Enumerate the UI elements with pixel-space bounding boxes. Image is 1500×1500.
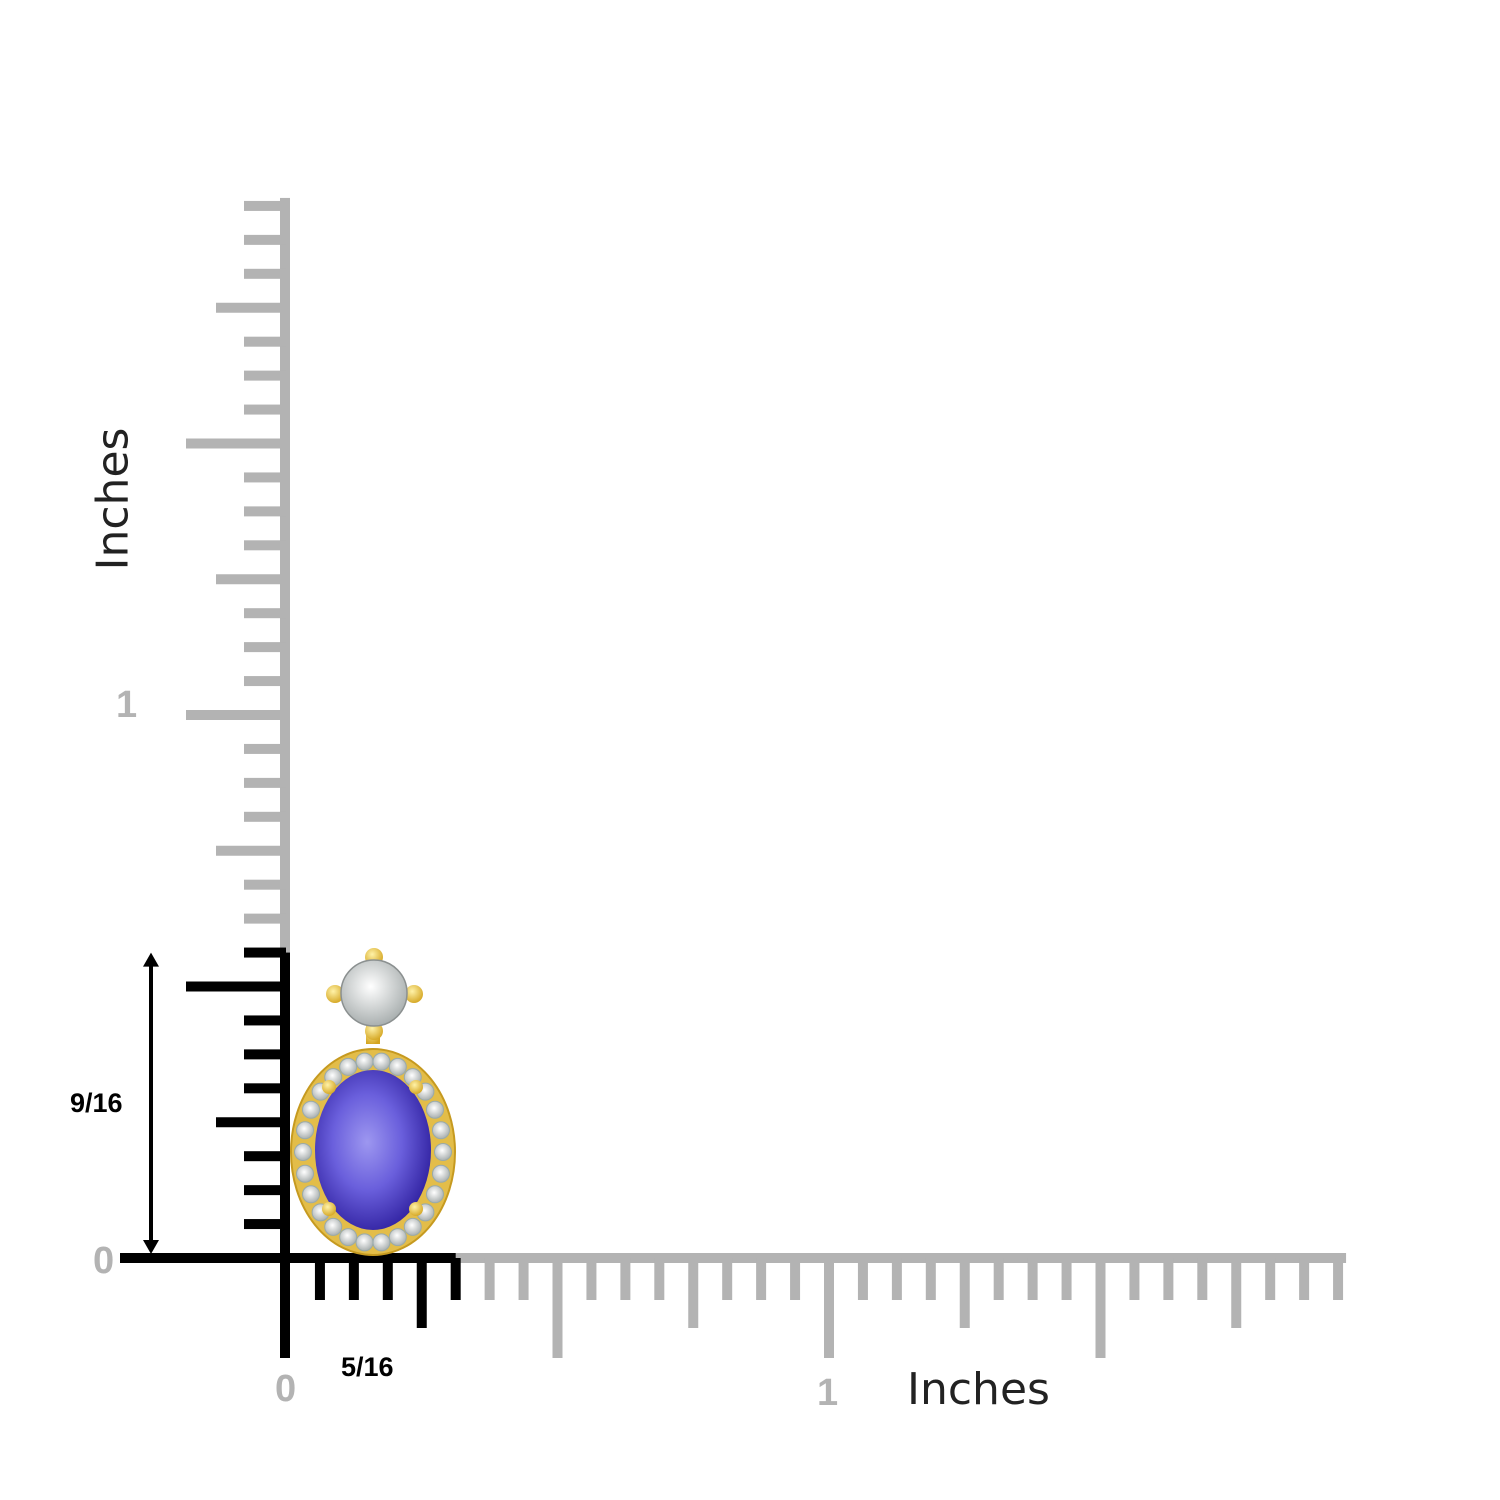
horizontal-ruler-tick	[348, 1258, 359, 1300]
vertical-ruler-tick	[186, 710, 286, 720]
horizontal-ruler-tick	[314, 1258, 325, 1300]
horizontal-ruler-tick	[1231, 1258, 1242, 1328]
halo-diamond	[434, 1143, 452, 1161]
vertical-ruler-tick	[244, 540, 286, 551]
zero-baseline	[120, 1253, 286, 1263]
halo-diamond	[388, 1057, 407, 1076]
horizontal-ruler-tick	[484, 1258, 495, 1300]
vertical-ruler-tick	[216, 302, 286, 313]
vertical-ruler-tick	[244, 777, 286, 788]
horizontal-ruler-tick	[1163, 1258, 1174, 1300]
horizontal-ruler-spine-highlight	[286, 1253, 458, 1263]
vertical-ruler-tick	[216, 845, 286, 856]
vertical-tick-label-1: 1	[116, 684, 138, 726]
horizontal-ruler-tick	[790, 1258, 801, 1300]
halo-diamond	[372, 1052, 391, 1071]
horizontal-ruler-tick	[993, 1258, 1004, 1300]
vertical-ruler-tick	[244, 1083, 286, 1094]
vertical-ruler-tick	[244, 200, 286, 211]
vertical-ruler-tick	[244, 472, 286, 483]
vertical-ruler-tick	[244, 404, 286, 415]
halo-diamond	[294, 1143, 312, 1161]
halo-diamond	[403, 1217, 422, 1236]
vertical-ruler-tick	[244, 370, 286, 381]
top-diamond	[326, 948, 423, 1044]
horizontal-ruler-tick	[586, 1258, 597, 1300]
horizontal-ruler-tick	[382, 1258, 393, 1300]
vertical-ruler-tick	[244, 1049, 286, 1060]
vertical-ruler-tick	[244, 811, 286, 822]
vertical-ruler-tick	[244, 947, 286, 958]
vertical-ruler-tick	[186, 981, 286, 992]
horizontal-ruler-tick	[1197, 1258, 1208, 1300]
vertical-ruler-tick	[244, 1015, 286, 1026]
horizontal-ruler-tick	[1129, 1258, 1140, 1300]
height-dimension-label: 9/16	[70, 1088, 123, 1118]
height-dimension-arrow	[149, 962, 153, 1248]
halo-diamond	[302, 1100, 321, 1119]
vertical-ruler-tick	[244, 268, 286, 279]
horizontal-ruler-tick	[857, 1258, 868, 1300]
vertical-ruler-tick	[244, 1185, 286, 1196]
horizontal-ruler-tick	[925, 1258, 936, 1300]
vertical-axis-title: Inches	[87, 427, 139, 571]
horizontal-ruler-tick	[1027, 1258, 1038, 1300]
halo-diamond	[324, 1217, 343, 1236]
vertical-ruler-tick	[244, 913, 286, 924]
horizontal-ruler-tick	[1299, 1258, 1310, 1300]
horizontal-ruler-tick	[688, 1258, 699, 1328]
halo-diamond	[431, 1121, 450, 1140]
halo-diamond	[425, 1185, 444, 1204]
vertical-ruler-tick	[244, 336, 286, 347]
vertical-ruler-tick	[244, 506, 286, 517]
vertical-ruler-tick	[216, 1117, 286, 1128]
halo-diamond	[431, 1164, 450, 1183]
horizontal-ruler-tick	[450, 1258, 461, 1300]
horizontal-ruler-tick	[1061, 1258, 1072, 1300]
horizontal-ruler-tick	[756, 1258, 767, 1300]
vertical-ruler-tick	[244, 642, 286, 653]
halo-diamond	[296, 1121, 315, 1140]
horizontal-ruler-tick	[959, 1258, 970, 1328]
vertical-ruler-tick	[244, 676, 286, 687]
horizontal-ruler-tick	[824, 1258, 834, 1358]
halo-diamond	[355, 1052, 374, 1071]
vertical-ruler-tick	[186, 438, 286, 449]
horizontal-ruler-tick	[891, 1258, 902, 1300]
halo-diamond	[302, 1185, 321, 1204]
horizontal-ruler-tick	[416, 1258, 427, 1328]
tanzanite-center-stone	[315, 1070, 431, 1230]
vertical-ruler-tick	[244, 743, 286, 754]
vertical-ruler-tick	[244, 1219, 286, 1230]
vertical-ruler-tick	[244, 1151, 286, 1162]
vertical-ruler-tick	[244, 879, 286, 890]
horizontal-ruler-tick	[518, 1258, 529, 1300]
halo-diamond	[296, 1164, 315, 1183]
horizontal-tick-label-0: 0	[275, 1368, 297, 1410]
vertical-ruler-tick	[244, 234, 286, 245]
halo-diamond	[339, 1228, 358, 1247]
horizontal-ruler-tick	[552, 1258, 563, 1358]
horizontal-ruler-tick	[1333, 1258, 1344, 1300]
halo-diamond	[388, 1228, 407, 1247]
horizontal-ruler-tick	[1265, 1258, 1276, 1300]
vertical-ruler-tick	[216, 574, 286, 585]
halo-diamond	[339, 1057, 358, 1076]
halo-setting	[290, 1048, 456, 1256]
horizontal-tick-label-1: 1	[817, 1372, 839, 1414]
halo-diamond	[355, 1233, 374, 1252]
halo-diamond	[425, 1100, 444, 1119]
horizontal-ruler-tick	[722, 1258, 733, 1300]
width-dimension-label: 5/16	[341, 1352, 394, 1382]
horizontal-ruler-tick	[654, 1258, 665, 1300]
vertical-tick-label-0: 0	[93, 1240, 115, 1282]
halo-diamond	[372, 1233, 391, 1252]
horizontal-axis-title: Inches	[907, 1364, 1050, 1415]
horizontal-ruler-tick	[1095, 1258, 1106, 1358]
vertical-ruler-tick	[244, 608, 286, 619]
horizontal-ruler-tick	[620, 1258, 631, 1300]
